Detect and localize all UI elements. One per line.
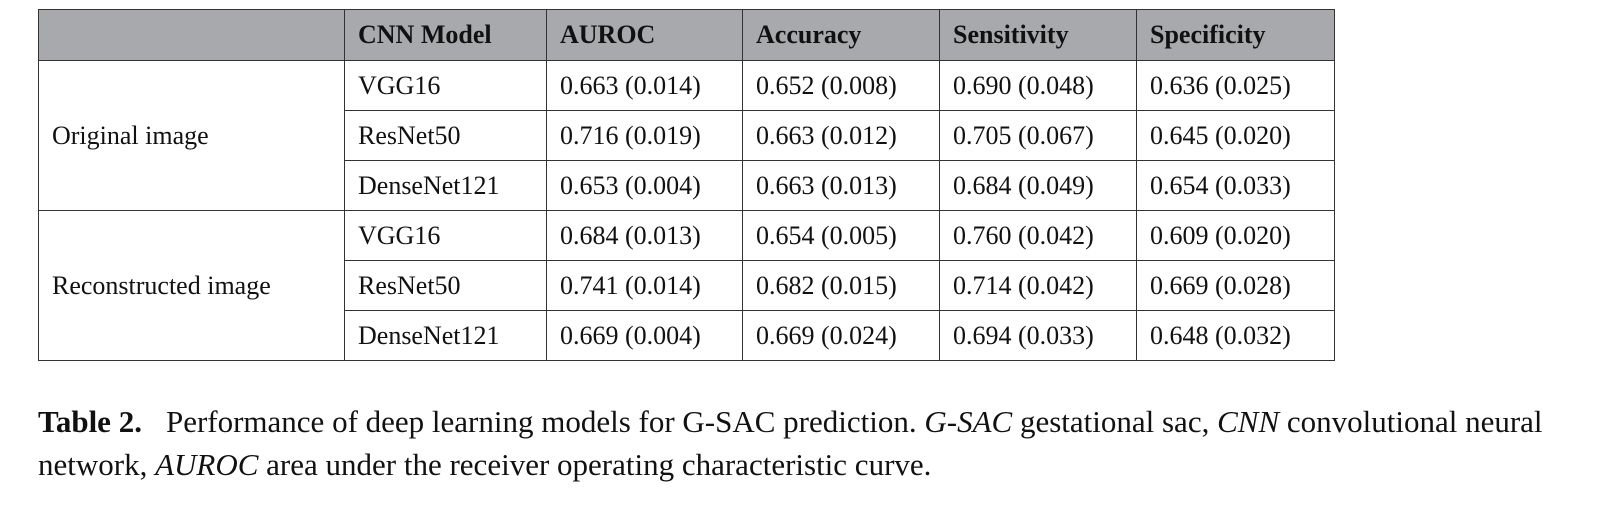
model-cell: VGG16 — [344, 210, 547, 261]
accuracy-cell: 0.654 (0.005) — [742, 210, 940, 261]
caption-abbreviation: AUROC — [155, 447, 259, 482]
header-row: CNN Model AUROC Accuracy Sensitivity Spe… — [38, 9, 1335, 61]
caption-text: convolutional neural network, — [38, 404, 1543, 482]
table-row: ResNet50 0.741 (0.014) 0.682 (0.015) 0.7… — [39, 260, 1335, 311]
caption-text: area under the receiver operating charac… — [258, 447, 932, 482]
table-row: DenseNet121 0.653 (0.004) 0.663 (0.013) … — [39, 160, 1335, 211]
auroc-cell: 0.663 (0.014) — [546, 60, 743, 111]
header-cell: Specificity — [1136, 9, 1335, 61]
auroc-cell: 0.684 (0.013) — [546, 210, 743, 261]
model-cell: DenseNet121 — [344, 160, 547, 211]
results-table: CNN Model AUROC Accuracy Sensitivity Spe… — [38, 9, 1335, 361]
caption-text: gestational sac, — [1012, 404, 1218, 439]
caption-text: Performance of deep learning models for … — [165, 404, 925, 439]
sensitivity-cell: 0.714 (0.042) — [939, 260, 1137, 311]
header-cell: AUROC — [546, 9, 743, 61]
accuracy-cell: 0.652 (0.008) — [742, 60, 940, 111]
specificity-cell: 0.609 (0.020) — [1136, 210, 1335, 261]
accuracy-cell: 0.682 (0.015) — [742, 260, 940, 311]
model-cell: DenseNet121 — [344, 310, 547, 361]
auroc-cell: 0.716 (0.019) — [546, 110, 743, 161]
auroc-cell: 0.669 (0.004) — [546, 310, 743, 361]
specificity-cell: 0.654 (0.033) — [1136, 160, 1335, 211]
specificity-cell: 0.669 (0.028) — [1136, 260, 1335, 311]
caption-label: Table 2. — [38, 404, 142, 439]
accuracy-cell: 0.663 (0.012) — [742, 110, 940, 161]
model-cell: VGG16 — [344, 60, 547, 111]
header-cell: Accuracy — [742, 9, 940, 61]
accuracy-cell: 0.663 (0.013) — [742, 160, 940, 211]
sensitivity-cell: 0.705 (0.067) — [939, 110, 1137, 161]
group-label: Reconstructed image — [38, 210, 345, 361]
accuracy-cell: 0.669 (0.024) — [742, 310, 940, 361]
caption-abbreviation: G-SAC — [924, 404, 1013, 439]
table-caption: Table 2. Performance of deep learning mod… — [38, 400, 1608, 486]
auroc-cell: 0.741 (0.014) — [546, 260, 743, 311]
sensitivity-cell: 0.684 (0.049) — [939, 160, 1137, 211]
header-cell — [38, 9, 345, 61]
sensitivity-cell: 0.760 (0.042) — [939, 210, 1137, 261]
table-row: Original image VGG16 0.663 (0.014) 0.652… — [38, 60, 1335, 211]
auroc-cell: 0.653 (0.004) — [546, 160, 743, 211]
sensitivity-cell: 0.690 (0.048) — [939, 60, 1137, 111]
sensitivity-cell: 0.694 (0.033) — [939, 310, 1137, 361]
header-cell: CNN Model — [344, 9, 547, 61]
specificity-cell: 0.648 (0.032) — [1136, 310, 1335, 361]
specificity-cell: 0.636 (0.025) — [1136, 60, 1335, 111]
specificity-cell: 0.645 (0.020) — [1136, 110, 1335, 161]
model-cell: ResNet50 — [344, 110, 547, 161]
caption-abbreviation: CNN — [1217, 404, 1280, 439]
table-row: DenseNet121 0.669 (0.004) 0.669 (0.024) … — [39, 310, 1335, 361]
group-label: Original image — [38, 60, 345, 211]
table-row: Reconstructed image VGG16 0.684 (0.013) … — [38, 210, 1335, 361]
header-cell: Sensitivity — [939, 9, 1137, 61]
model-cell: ResNet50 — [344, 260, 547, 311]
